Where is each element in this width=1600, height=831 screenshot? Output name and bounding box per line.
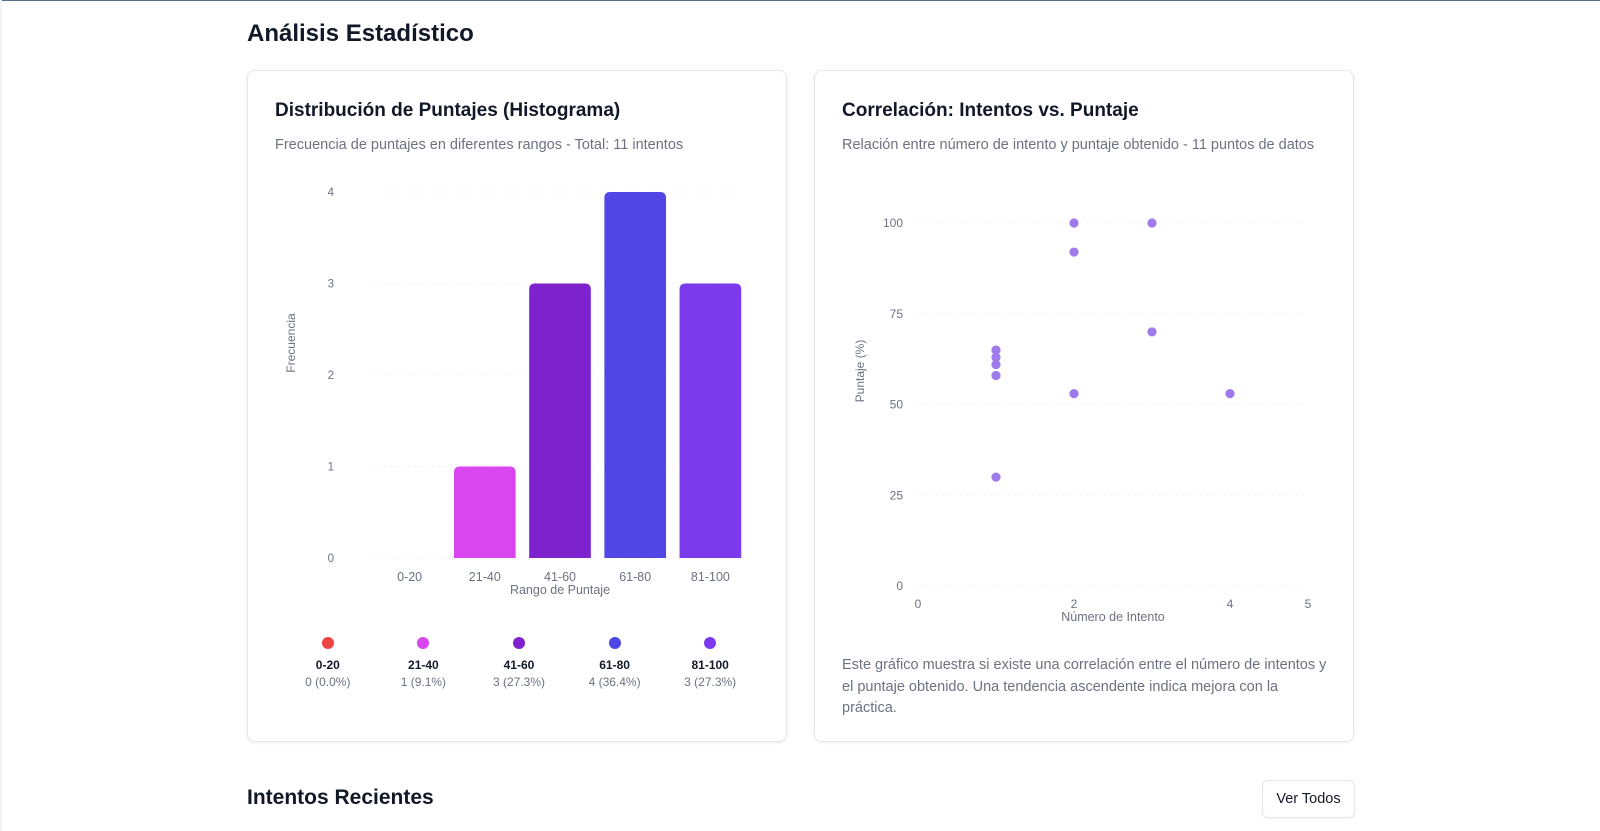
legend-item: 61-80 4 (36.4%): [567, 629, 663, 701]
histogram-card: Distribución de Puntajes (Histograma) Fr…: [247, 70, 787, 742]
scatter-y-tick: 25: [890, 488, 904, 502]
scatter-description: Relación entre número de intento y punta…: [842, 137, 1315, 153]
left-edge: [0, 0, 2, 831]
hist-bar: [529, 283, 591, 558]
scatter-y-tick: 0: [896, 579, 903, 593]
hist-y-tick: 2: [328, 370, 334, 382]
hist-bar: [679, 283, 742, 558]
scatter-point: [1069, 218, 1079, 228]
hist-bar: [604, 192, 667, 558]
scatter-point: [1147, 327, 1157, 337]
section-title: Análisis Estadístico: [247, 20, 474, 47]
scatter-point: [991, 370, 1001, 381]
legend-dot: [512, 637, 525, 649]
scatter-point: [1069, 247, 1079, 257]
scatter-note: Este gráfico muestra si existe una corre…: [842, 657, 1327, 716]
hist-y-tick: 4: [328, 187, 335, 199]
legend-dot: [704, 637, 717, 649]
scatter-point: [1147, 218, 1157, 228]
legend-value: 3 (27.3%): [684, 675, 737, 689]
scatter-card: Correlación: Intentos vs. Puntaje Relaci…: [814, 70, 1354, 742]
legend-value: 3 (27.3%): [492, 675, 545, 689]
hist-x-axis-label: Rango de Puntaje: [510, 583, 610, 597]
histogram-description: Frecuencia de puntajes en diferentes ran…: [275, 137, 684, 153]
hist-x-tick: 0-20: [397, 570, 422, 584]
scatter-point: [991, 472, 1001, 482]
legend-dot: [321, 637, 334, 649]
legend-item: 41-60 3 (27.3%): [471, 629, 567, 701]
scatter-x-tick: 2: [1071, 597, 1078, 611]
hist-x-tick: 21-40: [469, 570, 501, 584]
scatter-y-tick: 50: [890, 398, 904, 412]
hist-x-tick: 81-100: [691, 570, 730, 584]
scatter-point: [1069, 389, 1079, 399]
scatter-y-tick: 75: [890, 307, 904, 321]
histogram-chart: 0 1 2 3 4 0-20 21-40 41-60 61-80 81-100 Rango de P…: [284, 187, 748, 597]
scatter-point: [1225, 389, 1235, 399]
scatter-x-axis-label: Número de Intento: [1061, 610, 1165, 624]
hist-bar: [453, 466, 516, 558]
scatter-point: [991, 352, 1001, 362]
scatter-chart: 0 25 50 75 100 0 2 4 5 Número de Intento Puntaje (…: [853, 216, 1312, 624]
recent-attempts-title: Intentos Recientes: [247, 786, 434, 809]
hist-x-tick: 41-60: [544, 570, 576, 584]
scatter-title: Correlación: Intentos vs. Puntaje: [842, 100, 1139, 121]
hist-y-axis-label: Frecuencia: [284, 313, 298, 373]
scatter-x-tick: 5: [1305, 597, 1312, 611]
scatter-y-tick: 100: [883, 216, 903, 230]
hist-y-tick: 1: [328, 462, 334, 474]
legend-value: 1 (9.1%): [400, 675, 447, 689]
scatter-x-tick: 0: [915, 597, 922, 611]
top-border: [0, 0, 1600, 6]
legend-dot: [608, 637, 621, 649]
legend-label: 0-20: [315, 658, 340, 672]
scatter-point: [991, 359, 1001, 370]
legend-item: 0-20 0 (0.0%): [280, 629, 376, 701]
legend-dot: [417, 637, 430, 649]
scatter-x-tick: 4: [1227, 597, 1234, 611]
hist-y-tick: 0: [328, 553, 334, 565]
legend-value: 0 (0.0%): [305, 675, 351, 689]
hist-x-tick: 61-80: [619, 570, 651, 584]
legend-label: 21-40: [408, 658, 439, 672]
legend-value: 4 (36.4%): [588, 675, 641, 689]
scatter-y-axis-label: Puntaje (%): [853, 340, 867, 403]
hist-y-tick: 3: [328, 279, 334, 291]
scatter-point: [991, 345, 1001, 355]
legend-label: 81-100: [691, 658, 729, 672]
legend-label: 41-60: [503, 658, 535, 672]
view-all-button[interactable]: Ver Todos: [1262, 780, 1355, 818]
legend-item: 21-40 1 (9.1%): [376, 629, 472, 701]
histogram-legend: 0-20 0 (0.0%) 21-40 1 (9.1%) 41-60 3 (27.3%) 6…: [280, 629, 758, 701]
histogram-title: Distribución de Puntajes (Histograma): [275, 100, 621, 121]
legend-item: 81-100 3 (27.3%): [662, 629, 758, 701]
legend-label: 61-80: [599, 658, 630, 672]
